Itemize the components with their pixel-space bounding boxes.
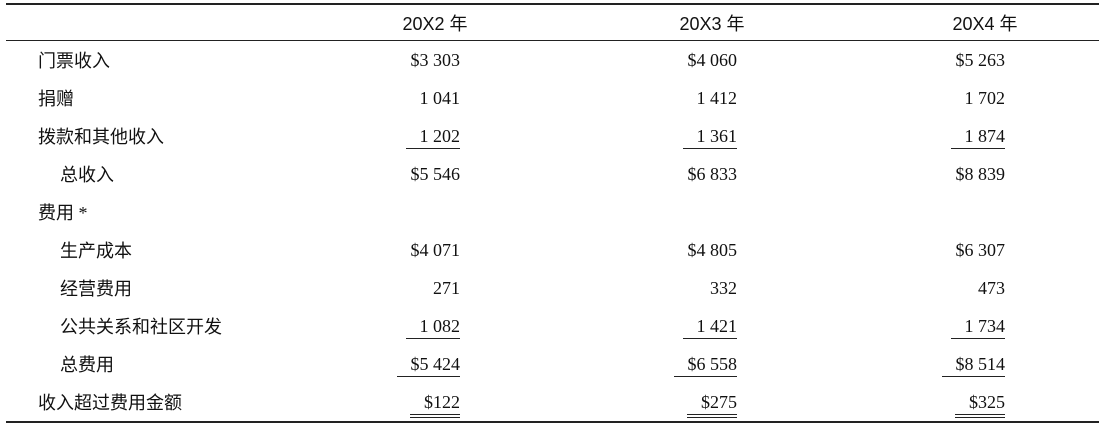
table-row: 经营费用 271 332 473: [0, 270, 1103, 308]
row-label: 生产成本: [60, 241, 132, 261]
table-row: 公共关系和社区开发 1 082 1 421 1 734: [0, 308, 1103, 346]
cell-value: $4 805: [687, 240, 738, 260]
table-row: 捐赠 1 041 1 412 1 702: [0, 80, 1103, 118]
cell-value: $5 424: [396, 352, 460, 377]
table-row: 收入超过费用金额 $122 $275 $325: [0, 384, 1103, 422]
cell-value: 1 412: [696, 88, 738, 108]
cell-value: $8 514: [941, 352, 1005, 377]
cell-value: 473: [978, 278, 1005, 298]
row-label: 总收入: [60, 165, 114, 185]
cell-value: $3 303: [410, 50, 461, 70]
row-label: 总费用: [60, 355, 114, 375]
column-header: 20X2 年: [402, 14, 468, 34]
cell-value: $6 558: [673, 352, 737, 377]
cell-value: 1 202: [405, 124, 460, 149]
row-label: 经营费用: [60, 279, 132, 299]
bottom-rule: [6, 421, 1099, 423]
cell-value: $5 546: [410, 164, 461, 184]
header-rule: [6, 40, 1099, 41]
cell-value: $275: [687, 390, 737, 418]
table-row: 门票收入 $3 303 $4 060 $5 263: [0, 42, 1103, 80]
row-label: 门票收入: [38, 51, 110, 71]
cell-value: 1 082: [405, 314, 460, 339]
table-row: 费用 *: [0, 194, 1103, 232]
table-row: 总收入 $5 546 $6 833 $8 839: [0, 156, 1103, 194]
cell-value: 1 361: [682, 124, 737, 149]
cell-value: $4 071: [410, 240, 461, 260]
cell-value: 1 041: [419, 88, 461, 108]
row-label: 公共关系和社区开发: [60, 317, 222, 337]
column-header: 20X4 年: [952, 14, 1018, 34]
cell-value: $4 060: [687, 50, 738, 70]
cell-value: $325: [955, 390, 1005, 418]
cell-value: $122: [410, 390, 460, 418]
table-row: 总费用 $5 424 $6 558 $8 514: [0, 346, 1103, 384]
table-row: 拨款和其他收入 1 202 1 361 1 874: [0, 118, 1103, 156]
cell-value: $6 307: [955, 240, 1006, 260]
column-header: 20X3 年: [679, 14, 745, 34]
cell-value: $6 833: [687, 164, 738, 184]
cell-value: 1 702: [964, 88, 1006, 108]
row-label: 拨款和其他收入: [38, 127, 164, 147]
top-rule: [6, 3, 1099, 5]
row-label: 费用 *: [38, 203, 88, 223]
cell-value: 271: [433, 278, 460, 298]
cell-value: 1 874: [950, 124, 1005, 149]
cell-value: 1 421: [682, 314, 737, 339]
cell-value: 332: [710, 278, 737, 298]
row-label: 收入超过费用金额: [38, 393, 182, 413]
table-row: 生产成本 $4 071 $4 805 $6 307: [0, 232, 1103, 270]
row-label: 捐赠: [38, 89, 74, 109]
cell-value: $8 839: [955, 164, 1006, 184]
cell-value: $5 263: [955, 50, 1006, 70]
cell-value: 1 734: [950, 314, 1005, 339]
